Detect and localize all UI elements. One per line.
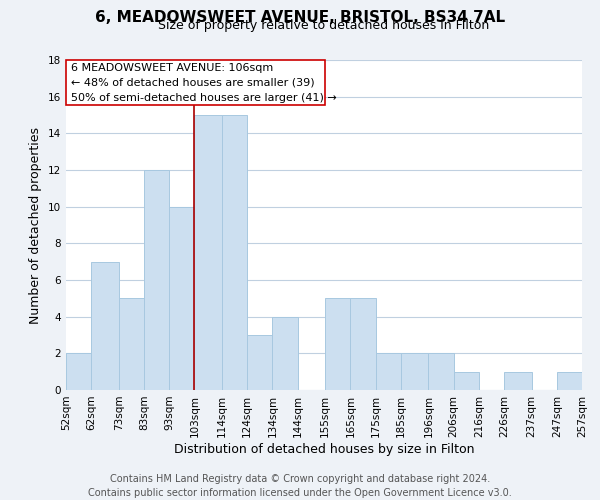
- Bar: [91, 262, 119, 390]
- Text: 6, MEADOWSWEET AVENUE, BRISTOL, BS34 7AL: 6, MEADOWSWEET AVENUE, BRISTOL, BS34 7AL: [95, 10, 505, 25]
- Bar: [325, 298, 350, 390]
- Bar: [144, 170, 169, 390]
- X-axis label: Distribution of detached houses by size in Filton: Distribution of detached houses by size …: [174, 442, 474, 456]
- Text: 6 MEADOWSWEET AVENUE: 106sqm: 6 MEADOWSWEET AVENUE: 106sqm: [71, 62, 273, 72]
- Y-axis label: Number of detached properties: Number of detached properties: [29, 126, 43, 324]
- Bar: [504, 372, 532, 390]
- Bar: [222, 115, 247, 390]
- Bar: [272, 316, 298, 390]
- Bar: [66, 60, 325, 105]
- Bar: [557, 372, 582, 390]
- Bar: [454, 372, 479, 390]
- Bar: [376, 354, 401, 390]
- Bar: [247, 335, 272, 390]
- Text: Contains HM Land Registry data © Crown copyright and database right 2024.
Contai: Contains HM Land Registry data © Crown c…: [88, 474, 512, 498]
- Text: ← 48% of detached houses are smaller (39): ← 48% of detached houses are smaller (39…: [71, 78, 314, 88]
- Bar: [194, 115, 222, 390]
- Text: 50% of semi-detached houses are larger (41) →: 50% of semi-detached houses are larger (…: [71, 92, 337, 102]
- Title: Size of property relative to detached houses in Filton: Size of property relative to detached ho…: [158, 20, 490, 32]
- Bar: [119, 298, 144, 390]
- Bar: [350, 298, 376, 390]
- Bar: [401, 354, 428, 390]
- Bar: [428, 354, 454, 390]
- Bar: [66, 354, 91, 390]
- Bar: [169, 206, 194, 390]
